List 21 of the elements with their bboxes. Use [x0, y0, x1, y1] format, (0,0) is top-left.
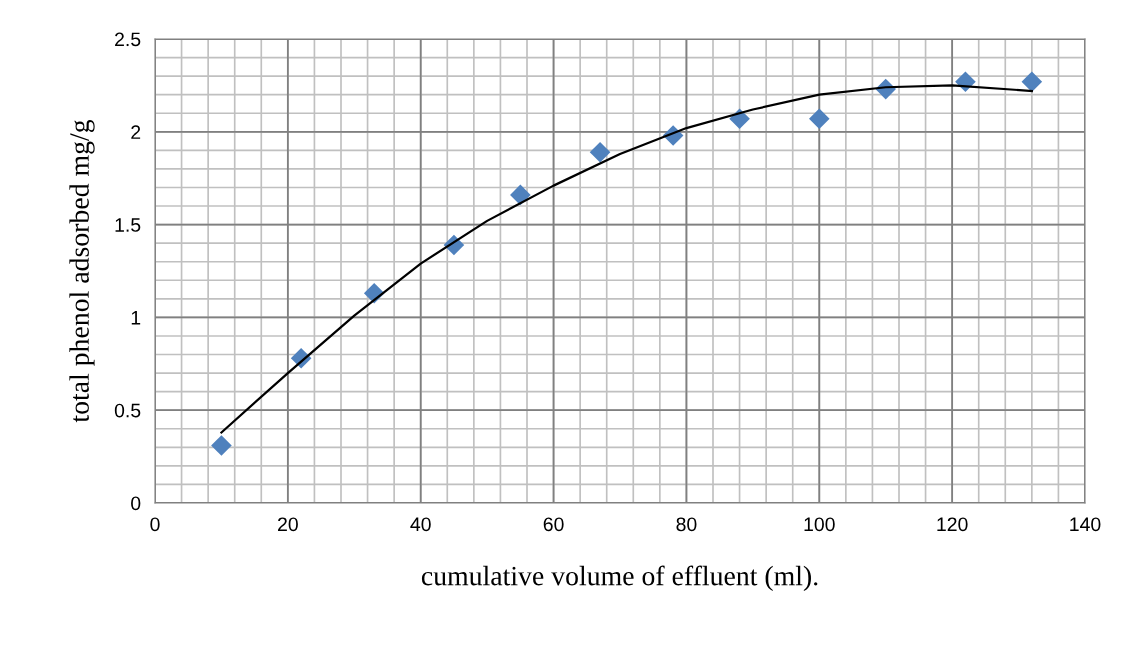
point — [808, 108, 830, 130]
x-tick-label: 120 — [937, 517, 968, 532]
y-axis-title: total phenol adsorbed mg/g — [69, 119, 95, 423]
x-tick-label: 80 — [676, 517, 697, 532]
x-tick-label: 20 — [278, 517, 298, 532]
point — [211, 435, 232, 456]
y-tick-label: 2.5 — [115, 32, 141, 47]
y-tick-label: 2 — [131, 125, 141, 139]
x-tick-label: 140 — [1070, 517, 1101, 532]
y-tick-label: 0 — [131, 496, 141, 511]
y-tick-label: 1 — [131, 311, 141, 325]
y-tick-label: 1.5 — [115, 218, 141, 232]
y-tick-label: 0.5 — [114, 403, 141, 418]
x-tick-label: 0 — [150, 517, 160, 532]
x-tick-label: 60 — [543, 517, 564, 532]
point — [1021, 71, 1043, 92]
x-tick-label: 40 — [410, 517, 431, 532]
point — [510, 184, 531, 206]
x-axis-title: cumulative volume of effluent (ml). — [421, 565, 818, 592]
x-tick-label: 100 — [804, 517, 835, 532]
point — [589, 141, 611, 163]
